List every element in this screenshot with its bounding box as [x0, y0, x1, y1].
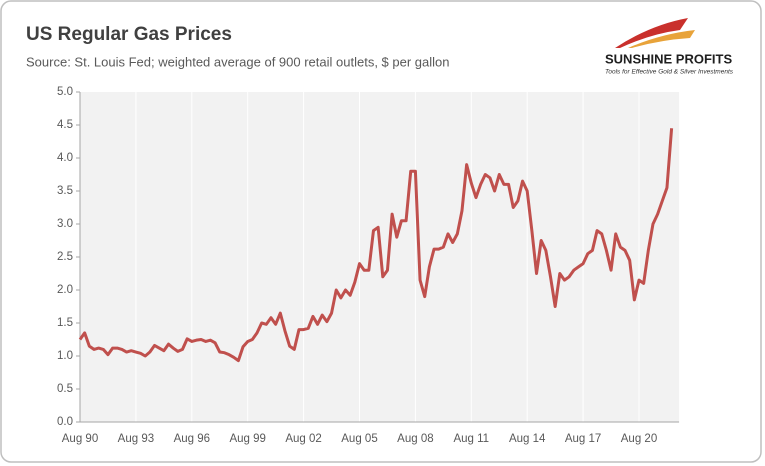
x-tick-label: Aug 20	[621, 433, 657, 445]
x-tick-label: Aug 99	[229, 433, 265, 445]
y-tick-label: 0.0	[57, 416, 73, 428]
y-tick-label: 4.0	[57, 152, 73, 164]
x-tick-label: Aug 08	[397, 433, 433, 445]
y-tick-label: 0.5	[57, 383, 73, 395]
logo-swoosh	[615, 18, 688, 48]
x-tick-label: Aug 17	[565, 433, 601, 445]
y-tick-label: 4.5	[57, 119, 73, 131]
y-tick-label: 2.5	[57, 251, 73, 263]
y-tick-label: 3.0	[57, 218, 73, 230]
y-tick-label: 3.5	[57, 185, 73, 197]
y-tick-label: 1.0	[57, 350, 73, 362]
x-tick-label: Aug 02	[285, 433, 321, 445]
x-tick-label: Aug 96	[174, 433, 210, 445]
logo: SUNSHINE PROFITS Tools for Effective Gol…	[605, 18, 734, 76]
y-tick-label: 5.0	[57, 86, 73, 98]
y-tick-label: 2.0	[57, 284, 73, 296]
x-tick-label: Aug 11	[453, 433, 489, 445]
logo-name: SUNSHINE PROFITS	[605, 51, 732, 66]
x-tick-label: Aug 05	[341, 433, 377, 445]
x-tick-label: Aug 93	[118, 433, 154, 445]
x-tick-label: Aug 90	[62, 433, 98, 445]
x-tick-label: Aug 14	[509, 433, 546, 445]
price-line	[78, 128, 674, 363]
chart-title: US Regular Gas Prices	[26, 24, 232, 45]
logo-swoosh	[628, 30, 695, 48]
chart-subtitle: Source: St. Louis Fed; weighted average …	[26, 54, 449, 69]
y-tick-label: 1.5	[57, 317, 73, 329]
logo-tagline: Tools for Effective Gold & Silver Invest…	[605, 69, 734, 76]
